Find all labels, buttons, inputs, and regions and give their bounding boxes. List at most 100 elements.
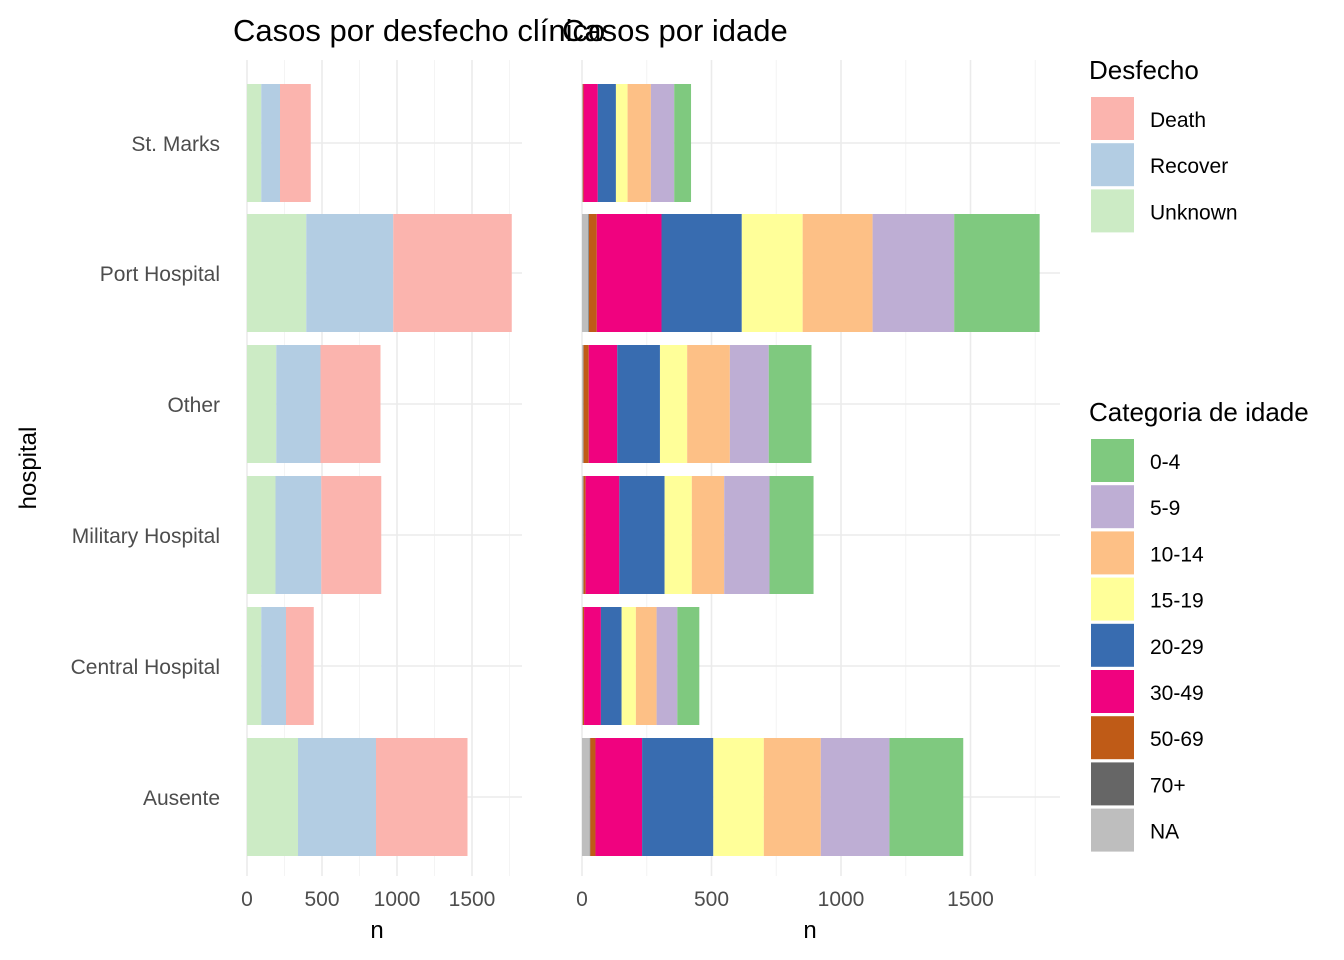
outcome-bar-segment — [286, 607, 314, 725]
age-legend-label: 5-9 — [1150, 497, 1180, 520]
age-bar-segment — [954, 214, 1040, 332]
age-x-tick-label: 1500 — [947, 888, 994, 911]
age-x-tick-label: 1000 — [818, 888, 865, 911]
age-bar-segment — [642, 738, 714, 856]
age-bar-segment — [582, 607, 585, 725]
age-bar-segment — [656, 607, 678, 725]
age-bar-segment — [584, 607, 601, 725]
outcome-bar-segment — [247, 84, 262, 202]
age-bar-segment — [820, 738, 890, 856]
age-bar-segment — [768, 345, 812, 463]
age-bar-segment — [889, 738, 964, 856]
age-legend-label: 70+ — [1150, 774, 1186, 797]
age-bar-segment — [588, 345, 618, 463]
age-bar-segment — [589, 738, 591, 856]
age-legend-label: 30-49 — [1150, 682, 1204, 705]
age-bar-segment — [600, 607, 622, 725]
age-bar-segment — [650, 84, 675, 202]
outcome-bar-segment — [247, 214, 307, 332]
age-bar-segment — [741, 214, 803, 332]
outcome-legend-swatch — [1091, 189, 1134, 233]
age-chart-title: Casos por idade — [562, 13, 788, 48]
age-bar-segment — [595, 738, 643, 856]
age-legend-label: 0-4 — [1150, 451, 1181, 474]
age-bar-segment — [664, 476, 692, 594]
outcome-bar-segment — [321, 476, 382, 594]
outcome-chart-bars — [247, 84, 512, 856]
outcome-x-tick-label: 500 — [304, 888, 339, 911]
outcome-bar-segment — [247, 607, 262, 725]
age-legend-label: 15-19 — [1150, 590, 1204, 613]
outcome-x-tick-label: 1500 — [449, 888, 496, 911]
age-bar-segment — [769, 476, 814, 594]
age-bar-segment — [872, 214, 955, 332]
age-legend-label: 10-14 — [1150, 543, 1204, 566]
age-bar-segment — [582, 84, 584, 202]
outcome-bar-segment — [275, 476, 322, 594]
outcome-bar-segment — [376, 738, 468, 856]
outcome-bar-segment — [261, 84, 280, 202]
age-bar-segment — [588, 214, 589, 332]
age-bar-segment — [763, 738, 821, 856]
age-bar-segment — [729, 345, 769, 463]
age-bar-segment — [619, 476, 665, 594]
age-bar-segment — [583, 476, 586, 594]
outcome-legend-label: Death — [1150, 109, 1206, 132]
age-bar-segment — [596, 214, 662, 332]
outcome-x-tick-label: 0 — [241, 888, 253, 911]
age-legend-swatch — [1091, 439, 1134, 482]
age-legend: Categoria de idade 0-4 5-9 10-14 15-19 20-29… — [1089, 397, 1309, 852]
age-chart-bars — [582, 84, 1040, 856]
outcome-bar-segment — [247, 345, 277, 463]
age-legend-swatch — [1091, 762, 1134, 806]
age-bar-segment — [582, 607, 583, 725]
age-bar-segment — [582, 738, 590, 856]
outcome-chart-title: Casos por desfecho clínico — [233, 13, 605, 48]
hospital-tick-label: Port Hospital — [100, 263, 220, 286]
age-legend-title: Categoria de idade — [1089, 397, 1309, 427]
age-legend-swatch — [1091, 808, 1134, 852]
age-bar-segment — [661, 214, 742, 332]
age-legend-label: 20-29 — [1150, 636, 1204, 659]
outcome-bar-segment — [298, 738, 376, 856]
age-bar-segment — [582, 476, 584, 594]
age-bar-segment — [590, 738, 596, 856]
hospital-tick-label: Military Hospital — [72, 525, 220, 548]
age-bar-segment — [582, 214, 589, 332]
age-bar-segment — [617, 345, 660, 463]
outcome-chart-y-axis-title: hospital — [15, 427, 42, 510]
outcome-bar-segment — [306, 214, 394, 332]
age-bar-segment — [674, 84, 692, 202]
outcome-bar-segment — [320, 345, 381, 463]
age-legend-swatch — [1091, 531, 1134, 575]
outcome-bar-segment — [247, 738, 298, 856]
age-x-tick-label: 500 — [694, 888, 729, 911]
outcome-bar-segment — [276, 345, 321, 463]
age-bar-segment — [802, 214, 873, 332]
age-bar-segment — [583, 345, 589, 463]
outcome-chart-x-tick-labels: 0 500 1000 1500 — [241, 888, 495, 911]
age-bar-segment — [635, 607, 657, 725]
age-bar-segment — [687, 345, 730, 463]
outcome-legend-label: Recover — [1150, 155, 1228, 178]
age-bar-segment — [583, 84, 598, 202]
outcome-chart-x-axis-title: n — [370, 917, 383, 944]
age-bar-segment — [582, 345, 584, 463]
age-legend-swatch — [1091, 623, 1134, 667]
hospital-tick-label: Other — [167, 394, 220, 417]
outcome-legend: Desfecho Death Recover Unknown — [1089, 55, 1238, 233]
age-chart-x-axis-title: n — [803, 917, 816, 944]
age-bar-segment — [724, 476, 770, 594]
age-legend-label: NA — [1150, 821, 1179, 844]
age-bar-segment — [691, 476, 725, 594]
age-bar-segment — [615, 84, 628, 202]
outcome-legend-swatch — [1091, 97, 1134, 140]
age-bar-segment — [659, 345, 688, 463]
age-legend-swatch — [1091, 485, 1134, 529]
outcome-bar-segment — [393, 214, 512, 332]
age-bar-segment — [597, 84, 616, 202]
age-legend-swatch — [1091, 670, 1134, 713]
hospital-tick-label: St. Marks — [131, 133, 220, 156]
outcome-legend-label: Unknown — [1150, 201, 1238, 224]
